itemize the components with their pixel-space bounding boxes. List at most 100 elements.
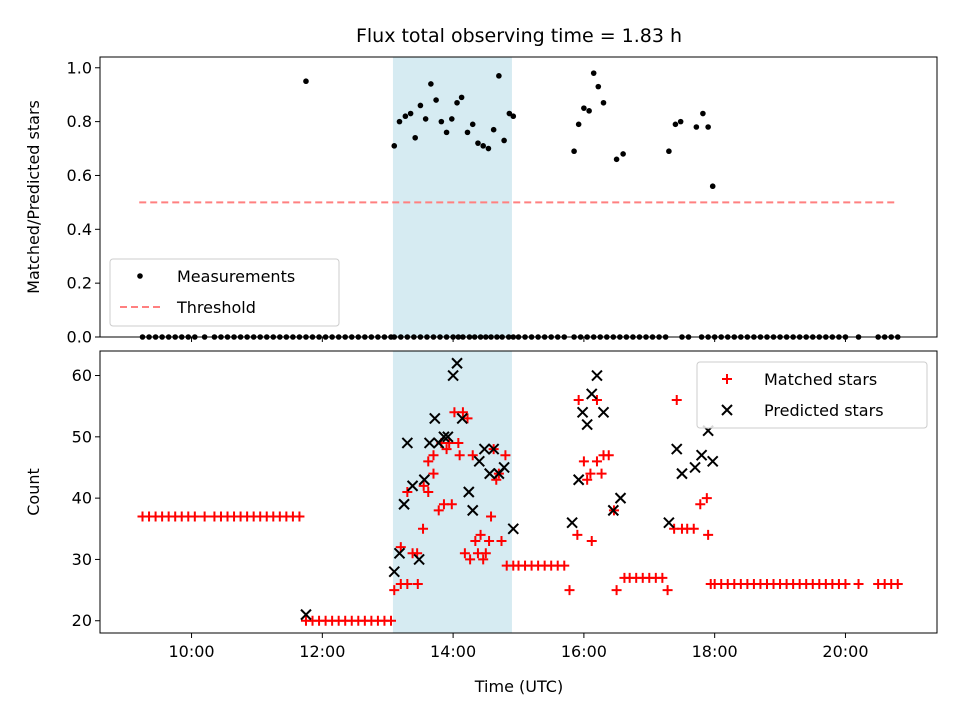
data-point bbox=[442, 431, 454, 443]
data-point bbox=[484, 467, 496, 480]
data-point bbox=[438, 431, 450, 443]
data-point bbox=[385, 615, 396, 626]
data-point bbox=[700, 110, 706, 117]
data-point bbox=[496, 536, 507, 547]
data-point bbox=[586, 536, 597, 547]
series-predicted-stars bbox=[300, 357, 719, 621]
y-tick-label: 20 bbox=[72, 611, 92, 630]
data-point bbox=[480, 143, 486, 149]
data-point bbox=[613, 156, 620, 163]
data-point bbox=[391, 143, 398, 149]
data-point bbox=[596, 468, 607, 479]
data-point bbox=[595, 83, 602, 90]
data-point bbox=[447, 369, 459, 382]
data-point bbox=[603, 450, 614, 461]
data-point bbox=[590, 70, 597, 76]
axes-frame bbox=[99, 350, 938, 634]
data-point bbox=[451, 357, 463, 369]
data-point bbox=[398, 498, 410, 510]
data-point bbox=[470, 536, 481, 547]
data-point bbox=[572, 474, 585, 486]
data-point bbox=[441, 444, 452, 455]
panel-counts: 20 30 40 50 60 10:00 12:00 14:00 16:00 18:00 20:00… bbox=[24, 350, 938, 661]
y-axis-title: Count bbox=[24, 468, 43, 516]
data-point bbox=[395, 542, 406, 553]
data-point bbox=[695, 499, 706, 510]
data-point bbox=[620, 151, 626, 157]
data-point bbox=[402, 487, 413, 497]
data-point bbox=[478, 443, 491, 455]
x-tick-label: 20:00 bbox=[822, 642, 868, 661]
data-point bbox=[443, 129, 450, 136]
data-point bbox=[607, 504, 620, 517]
data-point bbox=[591, 395, 602, 406]
data-point bbox=[454, 450, 465, 461]
data-point bbox=[418, 523, 429, 534]
data-point bbox=[707, 455, 719, 468]
legend-label: Matched stars bbox=[764, 370, 877, 389]
data-point bbox=[585, 468, 596, 479]
data-point bbox=[581, 105, 587, 111]
legend-box bbox=[109, 258, 340, 327]
data-point bbox=[300, 608, 312, 621]
data-point bbox=[429, 412, 441, 425]
data-point bbox=[458, 94, 465, 101]
data-point bbox=[576, 406, 589, 419]
data-point bbox=[189, 511, 200, 522]
data-point bbox=[507, 523, 519, 535]
data-point bbox=[840, 578, 851, 589]
data-point bbox=[500, 450, 511, 461]
data-point bbox=[559, 560, 570, 571]
data-point bbox=[693, 124, 700, 130]
y-tick-label: 0.6 bbox=[67, 166, 92, 185]
data-point bbox=[453, 437, 464, 448]
data-point bbox=[705, 124, 711, 130]
data-point bbox=[422, 116, 429, 122]
observing-span bbox=[392, 57, 512, 337]
data-point bbox=[566, 516, 578, 529]
data-point bbox=[401, 437, 414, 449]
data-point bbox=[417, 102, 424, 109]
data-point bbox=[459, 548, 470, 559]
data-point bbox=[496, 73, 502, 79]
data-point bbox=[412, 134, 418, 141]
data-point bbox=[465, 554, 476, 565]
y-tick-label: 60 bbox=[72, 366, 92, 385]
data-point bbox=[597, 406, 610, 419]
data-point bbox=[695, 449, 708, 461]
x-tick-label: 10:00 bbox=[168, 642, 214, 661]
data-point bbox=[486, 511, 497, 522]
data-point bbox=[506, 110, 513, 117]
data-point bbox=[510, 113, 517, 120]
data-point bbox=[614, 492, 627, 504]
data-point bbox=[438, 118, 445, 125]
data-point bbox=[303, 78, 309, 85]
data-point bbox=[462, 413, 473, 424]
data-point bbox=[433, 97, 439, 103]
data-point bbox=[701, 493, 712, 504]
data-point bbox=[472, 548, 483, 559]
data-point bbox=[672, 121, 679, 128]
data-point bbox=[484, 536, 495, 547]
data-point bbox=[677, 118, 684, 125]
x-tick-label: 14:00 bbox=[430, 642, 476, 661]
y-tick-label: 50 bbox=[72, 427, 92, 446]
data-point bbox=[402, 113, 409, 120]
chart-title: Flux total observing time = 1.83 h bbox=[356, 25, 682, 47]
data-point bbox=[657, 572, 668, 583]
data-point bbox=[469, 121, 476, 128]
data-point bbox=[428, 468, 439, 479]
axes-frame bbox=[99, 56, 938, 338]
legend-swatch bbox=[137, 273, 143, 279]
legend: Matched stars Predicted stars bbox=[696, 361, 928, 429]
data-point bbox=[703, 529, 714, 540]
panel-ratio: 0.0 0.2 0.4 0.6 0.8 1.0 Matched/Predicted star… bbox=[24, 56, 938, 347]
y-tick-label: 0.4 bbox=[67, 220, 92, 239]
data-point bbox=[449, 116, 455, 122]
data-point bbox=[571, 148, 577, 155]
x-tick-label: 16:00 bbox=[561, 642, 607, 661]
data-point bbox=[428, 81, 434, 87]
data-point bbox=[600, 99, 607, 106]
data-point bbox=[709, 183, 716, 190]
